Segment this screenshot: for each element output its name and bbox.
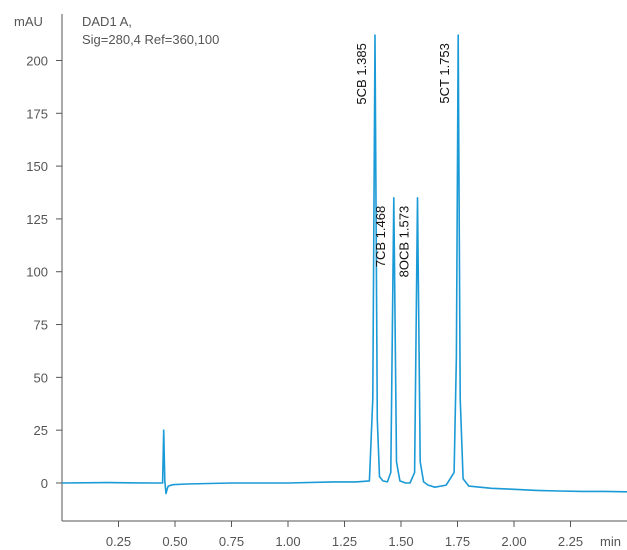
channel-subtitle: Sig=280,4 Ref=360,100 [82, 32, 219, 47]
x-tick-label: 1.50 [388, 534, 413, 549]
x-axis-ticks: 0.25 0.50 0.75 1.00 1.25 1.50 1.75 2.00 2.25 [106, 521, 583, 549]
y-axis-ticks: 0 25 50 75 100 125 150 175 200 [26, 53, 62, 491]
x-tick-label: 1.00 [275, 534, 300, 549]
x-tick-label: 0.50 [162, 534, 187, 549]
peak-label: 5CT 1.753 [437, 43, 452, 103]
x-tick-label: 1.75 [445, 534, 470, 549]
y-tick-label: 0 [41, 476, 48, 491]
y-axis-unit: mAU [14, 14, 43, 29]
y-tick-label: 100 [26, 265, 48, 280]
peak-label: 8OCB 1.573 [396, 206, 411, 278]
x-tick-label: 1.25 [332, 534, 357, 549]
y-tick-label: 75 [34, 318, 48, 333]
signal-trace [61, 34, 627, 495]
x-tick-label: 0.75 [219, 534, 244, 549]
y-tick-label: 125 [26, 212, 48, 227]
peak-label: 5CB 1.385 [354, 43, 369, 104]
x-tick-label: 0.25 [106, 534, 131, 549]
peak-label: 7CB 1.468 [373, 206, 388, 267]
x-tick-label: 2.25 [558, 534, 583, 549]
x-axis-unit: min [600, 534, 621, 549]
x-tick-label: 2.00 [501, 534, 526, 549]
channel-title: DAD1 A, [82, 14, 132, 29]
y-tick-label: 200 [26, 53, 48, 68]
y-tick-label: 150 [26, 159, 48, 174]
y-tick-label: 50 [34, 370, 48, 385]
y-tick-label: 175 [26, 106, 48, 121]
peak-labels: 5CB 1.385 7CB 1.468 8OCB 1.573 5CT 1.753 [354, 43, 452, 277]
y-tick-label: 25 [34, 423, 48, 438]
